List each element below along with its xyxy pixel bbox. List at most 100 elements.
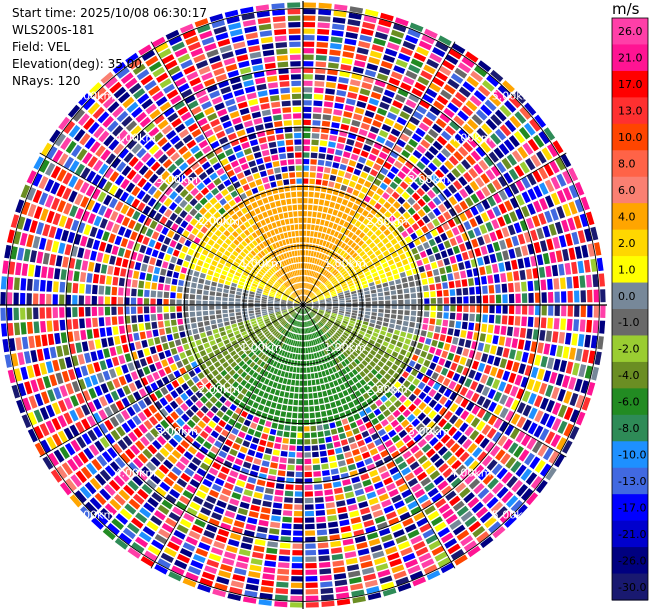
velocity-gate <box>442 508 454 520</box>
velocity-gate <box>459 188 469 199</box>
velocity-gate <box>305 536 316 543</box>
velocity-gate <box>314 332 318 338</box>
velocity-gate <box>324 271 329 277</box>
velocity-gate <box>327 235 333 242</box>
velocity-gate <box>417 298 423 304</box>
velocity-gate <box>194 212 203 221</box>
velocity-gate <box>120 178 130 190</box>
velocity-gate <box>341 199 349 206</box>
velocity-gate <box>258 285 264 290</box>
velocity-gate <box>477 60 492 73</box>
velocity-gate <box>447 273 454 281</box>
velocity-gate <box>534 317 540 328</box>
velocity-gate <box>252 323 258 328</box>
velocity-gate <box>316 516 326 523</box>
velocity-gate <box>562 346 570 359</box>
velocity-gate <box>84 376 93 388</box>
velocity-gate <box>304 263 307 269</box>
velocity-gate <box>465 413 475 424</box>
velocity-gate <box>114 235 123 246</box>
velocity-gate <box>316 314 322 318</box>
velocity-gate <box>304 406 309 412</box>
velocity-gate <box>61 462 73 476</box>
velocity-gate <box>197 344 204 352</box>
velocity-gate <box>363 287 370 292</box>
velocity-gate <box>368 497 379 506</box>
velocity-gate <box>312 308 318 311</box>
velocity-gate <box>203 457 213 466</box>
velocity-gate <box>269 408 275 415</box>
velocity-gate <box>274 306 280 308</box>
velocity-gate <box>33 409 44 423</box>
velocity-gate <box>262 266 268 272</box>
velocity-gate <box>420 330 427 337</box>
velocity-gate <box>74 490 87 504</box>
velocity-gate <box>229 586 243 595</box>
velocity-gate <box>313 287 317 292</box>
velocity-gate <box>357 548 370 556</box>
velocity-gate <box>93 398 102 410</box>
velocity-gate <box>147 444 158 455</box>
velocity-gate <box>452 245 460 254</box>
velocity-gate <box>399 272 406 278</box>
velocity-gate <box>313 301 319 303</box>
velocity-gate <box>539 428 550 441</box>
velocity-gate <box>300 315 302 321</box>
velocity-gate <box>331 294 337 297</box>
velocity-gate <box>200 386 208 394</box>
velocity-gate <box>324 489 333 496</box>
velocity-gate <box>235 308 241 313</box>
velocity-gate <box>182 542 196 552</box>
velocity-gate <box>280 536 291 542</box>
velocity-gate <box>340 184 348 192</box>
velocity-gate <box>468 322 475 331</box>
velocity-gate <box>424 151 435 161</box>
velocity-gate <box>377 428 387 437</box>
velocity-gate <box>365 204 373 212</box>
velocity-gate <box>303 113 312 119</box>
velocity-gate <box>303 374 307 380</box>
velocity-gate <box>271 317 277 321</box>
velocity-gate <box>267 323 273 328</box>
velocity-gate <box>538 131 550 145</box>
velocity-gate <box>423 311 430 317</box>
velocity-gate <box>383 409 391 418</box>
velocity-gate <box>171 379 180 389</box>
velocity-gate <box>215 456 225 465</box>
velocity-gate <box>328 368 334 375</box>
velocity-gate <box>28 264 35 277</box>
velocity-gate <box>371 44 384 53</box>
velocity-gate <box>467 137 478 148</box>
velocity-gate <box>211 234 219 242</box>
velocity-gate <box>21 201 31 216</box>
velocity-gate <box>374 261 381 267</box>
velocity-gate <box>339 300 345 303</box>
velocity-gate <box>409 429 419 438</box>
velocity-gate <box>323 173 330 180</box>
velocity-gate <box>397 196 406 205</box>
velocity-gate <box>367 278 374 283</box>
velocity-gate <box>322 327 327 333</box>
velocity-gate <box>209 265 216 271</box>
velocity-gate <box>229 498 240 506</box>
velocity-gate <box>264 378 270 385</box>
velocity-gate <box>299 321 302 327</box>
velocity-gate <box>386 42 400 51</box>
velocity-gate <box>27 428 38 443</box>
velocity-gate <box>392 269 399 275</box>
velocity-gate <box>273 346 279 353</box>
velocity-gate <box>265 400 272 407</box>
velocity-gate <box>168 571 182 582</box>
velocity-gate <box>199 197 208 206</box>
velocity-gate <box>290 326 294 332</box>
velocity-gate <box>21 336 29 350</box>
velocity-gate <box>286 352 291 358</box>
velocity-gate <box>513 131 526 144</box>
velocity-gate <box>115 257 123 267</box>
velocity-gate <box>225 545 238 554</box>
velocity-gate <box>456 288 462 296</box>
velocity-gate <box>365 311 371 315</box>
velocity-gate <box>76 148 88 161</box>
velocity-gate <box>330 267 335 273</box>
velocity-gate <box>141 466 152 477</box>
